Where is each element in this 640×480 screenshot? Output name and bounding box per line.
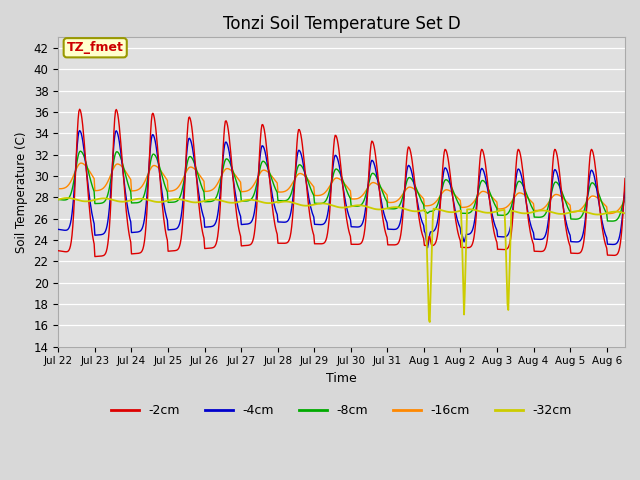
Legend: -2cm, -4cm, -8cm, -16cm, -32cm: -2cm, -4cm, -8cm, -16cm, -32cm xyxy=(106,399,577,422)
Y-axis label: Soil Temperature (C): Soil Temperature (C) xyxy=(15,131,28,253)
Title: Tonzi Soil Temperature Set D: Tonzi Soil Temperature Set D xyxy=(223,15,461,33)
X-axis label: Time: Time xyxy=(326,372,357,385)
Text: TZ_fmet: TZ_fmet xyxy=(67,41,124,54)
